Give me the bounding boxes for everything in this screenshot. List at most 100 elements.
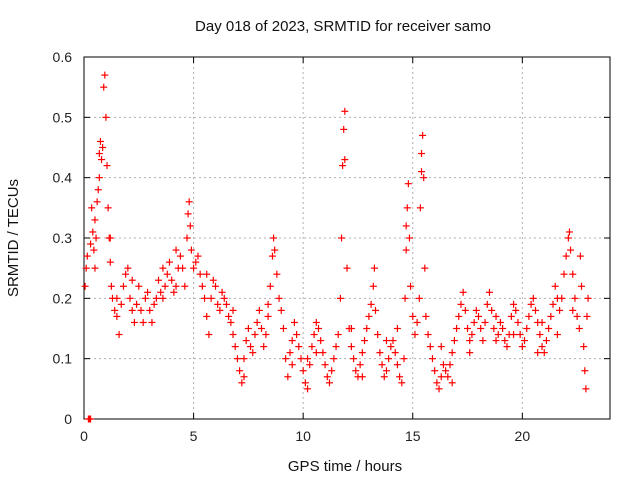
- data-point: [468, 331, 476, 339]
- data-point: [536, 331, 544, 339]
- data-point: [336, 294, 344, 302]
- y-tick-label: 0: [64, 411, 72, 427]
- data-point: [540, 349, 548, 357]
- data-point: [308, 343, 316, 351]
- data-point: [253, 318, 261, 326]
- data-point: [159, 264, 167, 272]
- data-point: [391, 349, 399, 357]
- data-point: [387, 343, 395, 351]
- data-point: [168, 276, 176, 284]
- data-point: [538, 318, 546, 326]
- data-point: [369, 282, 377, 290]
- data-point: [575, 325, 583, 332]
- data-point: [413, 318, 421, 326]
- data-point: [222, 300, 230, 308]
- data-point: [418, 150, 426, 158]
- data-point: [583, 312, 591, 320]
- data-point: [122, 270, 130, 278]
- data-point: [494, 331, 502, 339]
- data-point: [227, 318, 235, 326]
- data-point: [157, 288, 165, 296]
- data-point: [409, 312, 417, 320]
- data-point: [565, 228, 573, 236]
- data-point: [148, 318, 156, 326]
- data-point: [401, 294, 409, 302]
- data-point: [275, 294, 283, 302]
- data-point: [229, 306, 237, 314]
- data-point: [165, 258, 173, 266]
- data-point: [238, 379, 246, 387]
- data-point: [547, 312, 555, 320]
- data-point: [277, 306, 285, 314]
- chart-title: Day 018 of 2023, SRMTID for receiver sam…: [195, 18, 491, 35]
- data-point: [225, 312, 233, 320]
- data-point: [207, 294, 215, 302]
- data-point: [218, 288, 226, 296]
- data-point: [87, 415, 95, 423]
- data-point: [183, 234, 191, 242]
- data-point: [485, 288, 493, 296]
- y-tick-label: 0.2: [53, 290, 73, 306]
- data-point: [370, 264, 378, 272]
- data-point: [516, 331, 524, 339]
- x-tick-label: 10: [295, 428, 311, 444]
- data-point: [315, 325, 323, 332]
- data-point: [236, 367, 244, 375]
- data-point: [472, 306, 480, 314]
- data-point: [461, 306, 469, 314]
- data-point: [466, 337, 474, 345]
- data-point: [203, 270, 211, 278]
- y-tick-label: 0.6: [53, 49, 73, 65]
- data-point: [347, 325, 355, 332]
- data-point: [411, 331, 419, 339]
- data-point: [104, 204, 112, 212]
- data-point: [279, 325, 287, 332]
- data-point: [113, 294, 121, 302]
- data-point: [457, 300, 465, 308]
- data-point: [325, 379, 333, 387]
- data-point: [490, 325, 498, 332]
- data-point: [400, 355, 408, 363]
- data-point: [270, 234, 278, 242]
- data-point: [93, 198, 101, 206]
- data-point: [371, 306, 379, 314]
- data-point: [264, 300, 272, 308]
- data-point: [481, 318, 489, 326]
- data-point: [421, 264, 429, 272]
- data-point: [358, 373, 366, 381]
- data-point: [347, 343, 355, 351]
- data-point: [363, 325, 371, 332]
- data-point: [255, 306, 263, 314]
- data-point: [382, 367, 390, 375]
- data-point: [446, 361, 454, 369]
- x-tick-label: 20: [515, 428, 531, 444]
- data-point: [209, 276, 217, 284]
- data-point: [403, 204, 411, 212]
- axis-ticks: 0 5 10 15 20 0 0.1 0.2 0.3 0.4 0.5 0.6: [53, 49, 610, 444]
- data-point: [529, 294, 537, 302]
- data-point: [144, 288, 152, 296]
- data-point: [558, 294, 566, 302]
- data-point: [176, 252, 184, 260]
- data-point: [531, 306, 539, 314]
- data-point: [229, 331, 237, 339]
- data-point: [523, 325, 531, 332]
- data-point: [470, 318, 478, 326]
- x-tick-label: 0: [80, 428, 88, 444]
- data-point: [179, 264, 187, 272]
- data-point: [96, 137, 104, 145]
- data-point: [444, 373, 452, 381]
- data-point: [405, 234, 413, 242]
- data-point: [203, 312, 211, 320]
- data-point: [260, 343, 268, 351]
- data-point: [170, 288, 178, 296]
- data-point: [422, 312, 430, 320]
- data-point: [119, 282, 127, 290]
- data-point: [290, 318, 298, 326]
- data-point: [521, 337, 529, 345]
- data-point: [380, 373, 388, 381]
- data-point: [268, 252, 276, 260]
- data-point: [146, 306, 154, 314]
- data-point: [483, 300, 491, 308]
- data-point: [106, 234, 114, 242]
